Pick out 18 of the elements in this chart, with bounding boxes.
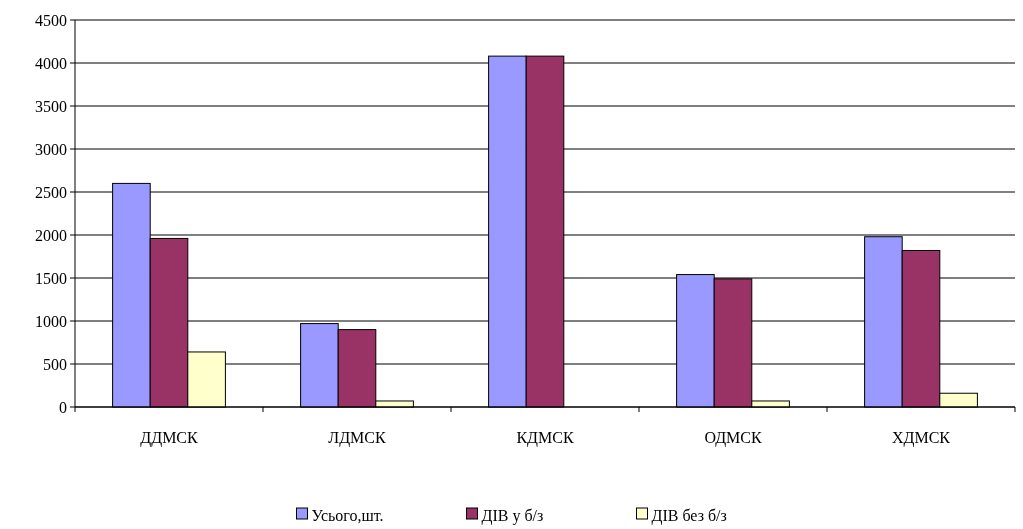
legend-label: ДІВ без б/з [651, 506, 727, 525]
y-tick-label: 4500 [35, 11, 67, 29]
x-tick-label: ОДМСК [704, 429, 762, 447]
x-tick-label: ЛДМСК [328, 429, 386, 447]
x-tick-label: ХДМСК [891, 429, 951, 447]
y-tick-label: 500 [43, 355, 67, 373]
y-tick-label: 0 [59, 398, 67, 416]
x-tick-label: ДДМСК [140, 429, 199, 447]
x-tick-label: КДМСК [516, 429, 574, 447]
y-tick-label: 3500 [35, 97, 67, 115]
y-tick-label: 3000 [35, 140, 67, 158]
y-tick-label: 2000 [35, 226, 67, 244]
y-tick-label: 2500 [35, 183, 67, 201]
y-tick-label: 1000 [35, 312, 67, 330]
legend-label: Усього,шт. [311, 506, 384, 524]
y-tick-label: 1500 [35, 269, 67, 287]
legend-label: ДІВ у б/з [481, 506, 544, 525]
y-tick-label: 4000 [35, 54, 67, 72]
